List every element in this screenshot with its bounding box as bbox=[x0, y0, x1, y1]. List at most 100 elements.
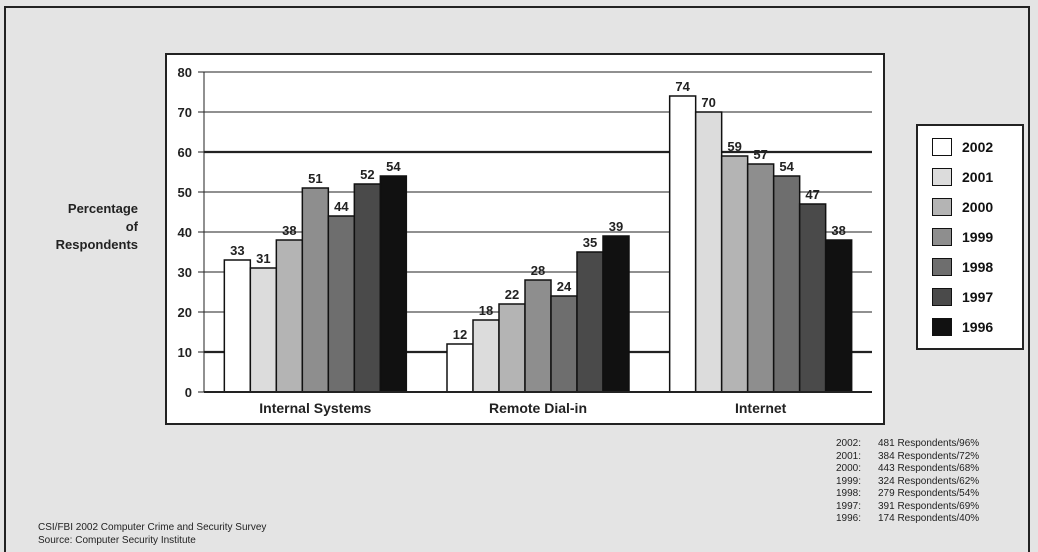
bar bbox=[576, 251, 604, 393]
respondent-year: 2002: bbox=[836, 438, 862, 449]
y-axis-label-line: Percentage bbox=[67, 201, 138, 216]
y-tick-label: 60 bbox=[178, 145, 192, 160]
bar bbox=[327, 215, 356, 393]
legend-swatch bbox=[932, 228, 952, 246]
respondent-text: 391 Respondents/69% bbox=[878, 500, 980, 512]
respondent-row: 2000: 443 Respondents/68% bbox=[836, 463, 979, 476]
bar bbox=[301, 187, 330, 393]
respondent-row: 2002: 481 Respondents/96% bbox=[836, 438, 979, 451]
y-tick-label: 30 bbox=[178, 265, 192, 280]
data-label: 51 bbox=[308, 171, 322, 186]
data-label: 44 bbox=[334, 199, 349, 214]
data-label: 31 bbox=[256, 251, 270, 266]
data-label: 38 bbox=[282, 223, 296, 238]
bar bbox=[249, 267, 278, 393]
respondent-text: 384 Respondents/72% bbox=[878, 450, 980, 462]
y-tick-label: 20 bbox=[178, 305, 192, 320]
y-tick-label: 40 bbox=[178, 225, 192, 240]
bar bbox=[498, 303, 526, 393]
bar bbox=[824, 239, 853, 393]
y-axis-label: Percentage of Respondents bbox=[20, 200, 138, 254]
bar bbox=[353, 183, 382, 393]
respondent-text: 481 Respondents/96% bbox=[878, 438, 980, 449]
data-label: 74 bbox=[675, 79, 690, 94]
legend-label: 1997 bbox=[962, 289, 994, 305]
data-label: 35 bbox=[583, 235, 597, 250]
respondent-row: 1997: 391 Respondents/69% bbox=[836, 501, 979, 514]
x-category-label: Internal Systems bbox=[259, 400, 371, 416]
data-label: 33 bbox=[230, 243, 244, 258]
data-label: 57 bbox=[753, 147, 767, 162]
bar bbox=[223, 259, 252, 393]
legend-item: 2001 bbox=[932, 162, 1022, 192]
chart-frame bbox=[4, 6, 1030, 552]
data-label: 52 bbox=[360, 167, 374, 182]
bar bbox=[550, 295, 578, 393]
bar bbox=[720, 155, 749, 393]
legend-swatch bbox=[932, 318, 952, 336]
bar bbox=[746, 163, 775, 393]
bar bbox=[694, 111, 723, 393]
respondent-row: 2001: 384 Respondents/72% bbox=[836, 451, 979, 464]
data-label: 70 bbox=[701, 95, 715, 110]
data-label: 54 bbox=[386, 159, 401, 174]
y-tick-label: 10 bbox=[178, 345, 192, 360]
bar bbox=[472, 319, 500, 393]
legend-swatch bbox=[932, 258, 952, 276]
data-label: 54 bbox=[779, 159, 794, 174]
legend-label: 2000 bbox=[962, 199, 994, 215]
data-label: 38 bbox=[831, 223, 845, 238]
respondent-row: 1998: 279 Respondents/54% bbox=[836, 488, 979, 501]
y-axis-label-line: of bbox=[125, 219, 138, 234]
legend: 2002 2001 2000 1999 1998 1997 1996 bbox=[916, 124, 1024, 350]
x-category-label: Remote Dial-in bbox=[489, 400, 587, 416]
legend-swatch bbox=[932, 198, 952, 216]
data-label: 28 bbox=[531, 263, 545, 278]
legend-label: 2001 bbox=[962, 169, 994, 185]
legend-item: 2002 bbox=[932, 132, 1022, 162]
y-tick-label: 50 bbox=[178, 185, 192, 200]
legend-swatch bbox=[932, 138, 952, 156]
data-label: 47 bbox=[805, 187, 819, 202]
legend-item: 1997 bbox=[932, 282, 1022, 312]
y-tick-label: 70 bbox=[178, 105, 192, 120]
legend-item: 1999 bbox=[932, 222, 1022, 252]
source-note: CSI/FBI 2002 Computer Crime and Security… bbox=[38, 522, 266, 547]
bar bbox=[275, 239, 304, 393]
legend-label: 1998 bbox=[962, 259, 994, 275]
bar bbox=[602, 235, 630, 393]
bar bbox=[446, 343, 474, 393]
y-tick-label: 0 bbox=[185, 385, 192, 400]
respondent-year: 1998: bbox=[836, 488, 862, 499]
y-tick-label: 80 bbox=[178, 65, 192, 80]
data-label: 39 bbox=[609, 219, 623, 234]
data-label: 24 bbox=[557, 279, 572, 294]
legend-swatch bbox=[932, 168, 952, 186]
bar bbox=[772, 175, 801, 393]
data-label: 22 bbox=[505, 287, 519, 302]
respondent-year: 1996: bbox=[836, 513, 862, 524]
respondent-year: 1999: bbox=[836, 475, 862, 487]
respondent-year: 1997: bbox=[836, 500, 862, 512]
data-label: 59 bbox=[727, 139, 741, 154]
respondents-notes: 2002: 481 Respondents/96% 2001: 384 Respond… bbox=[836, 438, 979, 526]
respondent-year: 2000: bbox=[836, 463, 862, 474]
respondent-year: 2001: bbox=[836, 450, 862, 462]
bar bbox=[798, 203, 827, 393]
respondent-row: 1996: 174 Respondents/40% bbox=[836, 513, 979, 526]
respondent-text: 174 Respondents/40% bbox=[878, 513, 980, 524]
legend-item: 2000 bbox=[932, 192, 1022, 222]
legend-item: 1998 bbox=[932, 252, 1022, 282]
legend-label: 1999 bbox=[962, 229, 994, 245]
legend-item: 1996 bbox=[932, 312, 1022, 342]
y-axis-label-line: Respondents bbox=[55, 237, 138, 252]
x-category-label: Internet bbox=[735, 400, 787, 416]
data-label: 18 bbox=[479, 303, 493, 318]
legend-label: 2002 bbox=[962, 139, 994, 155]
source-line-survey: CSI/FBI 2002 Computer Crime and Security… bbox=[38, 522, 267, 533]
respondent-row: 1999: 324 Respondents/62% bbox=[836, 476, 979, 489]
legend-label: 1996 bbox=[962, 319, 994, 335]
bar bbox=[379, 175, 408, 393]
bar bbox=[524, 279, 552, 393]
